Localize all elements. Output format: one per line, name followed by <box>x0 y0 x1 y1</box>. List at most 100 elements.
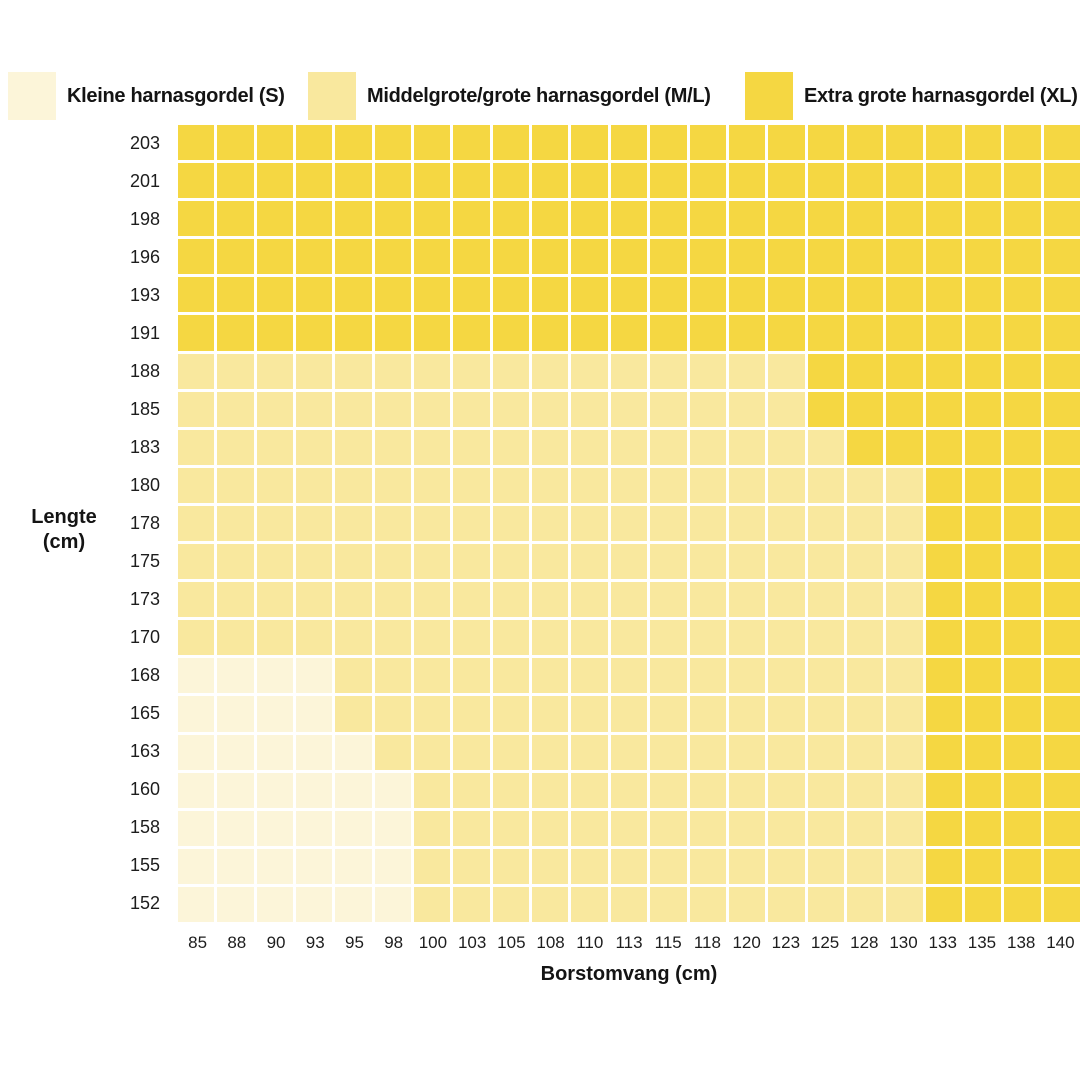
heatmap-cell <box>650 620 687 656</box>
heatmap-cell <box>217 277 254 313</box>
heatmap-cell <box>807 505 844 542</box>
heatmap-cell <box>492 658 530 694</box>
heatmap-cell <box>1004 734 1041 770</box>
heatmap-cell <box>728 544 766 580</box>
heatmap-cell <box>728 696 766 732</box>
heatmap-cell <box>335 658 372 694</box>
heatmap-cell <box>1043 886 1080 922</box>
heatmap-cell <box>532 848 569 884</box>
heatmap-cell <box>1043 315 1080 351</box>
heatmap-cell <box>532 353 569 389</box>
heatmap-cell <box>571 315 608 351</box>
heatmap-cell <box>217 658 254 694</box>
heatmap-cell <box>886 696 923 732</box>
heatmap-cell <box>178 201 215 237</box>
heatmap-cell <box>414 201 451 237</box>
heatmap-cell <box>846 163 884 199</box>
heatmap-cell <box>1004 505 1041 542</box>
y-tick-label: 178 <box>129 513 160 533</box>
heatmap-cell <box>492 125 530 161</box>
heatmap-cell <box>689 848 726 884</box>
heatmap-cell <box>335 201 372 237</box>
heatmap-cell <box>256 810 294 846</box>
heatmap-cell <box>689 277 726 313</box>
heatmap-cell <box>453 201 490 237</box>
heatmap-cell <box>571 620 608 656</box>
heatmap-cell <box>728 848 766 884</box>
y-tick-label: 180 <box>129 475 160 496</box>
heatmap-cell <box>689 391 726 427</box>
heatmap-cell <box>256 886 294 922</box>
heatmap-cell <box>335 886 372 922</box>
heatmap-cell <box>807 125 844 161</box>
heatmap-cell <box>1004 582 1041 618</box>
heatmap-cell <box>689 467 726 503</box>
heatmap-cell <box>178 353 215 389</box>
y-tick-label: 198 <box>129 209 160 230</box>
heatmap-cell <box>846 620 884 656</box>
heatmap-cell <box>886 429 923 465</box>
heatmap-cell <box>256 505 294 542</box>
heatmap-cell <box>1004 658 1041 694</box>
heatmap-cell <box>414 810 451 846</box>
heatmap-cell <box>178 772 215 808</box>
heatmap-cell <box>1043 734 1080 770</box>
y-tick-label: 201 <box>129 171 160 192</box>
heatmap-cell <box>217 772 254 808</box>
heatmap-cell <box>768 582 805 618</box>
heatmap-cell <box>768 277 805 313</box>
heatmap-cell <box>374 582 412 618</box>
heatmap-cell <box>964 620 1002 656</box>
heatmap-cell <box>728 772 766 808</box>
heatmap-cell <box>964 125 1002 161</box>
heatmap-cell <box>610 544 648 580</box>
heatmap-cell <box>964 315 1002 351</box>
heatmap-cell <box>925 772 962 808</box>
heatmap-cell <box>217 163 254 199</box>
heatmap-cell <box>217 125 254 161</box>
heatmap-cell <box>610 429 648 465</box>
heatmap-cell <box>453 353 490 389</box>
heatmap-cell <box>610 277 648 313</box>
heatmap-cell <box>728 239 766 275</box>
heatmap-cell <box>414 505 451 542</box>
heatmap-cell <box>374 810 412 846</box>
heatmap-cell <box>453 315 490 351</box>
heatmap-cell <box>768 505 805 542</box>
legend-label-medium-large: Middelgrote/grote harnasgordel (M/L) <box>367 84 711 107</box>
heatmap-cell <box>886 125 923 161</box>
heatmap-cell <box>610 772 648 808</box>
heatmap-cell <box>492 582 530 618</box>
heatmap-cell <box>532 544 569 580</box>
heatmap-cell <box>217 582 254 618</box>
heatmap-cell <box>728 201 766 237</box>
heatmap-cell <box>178 163 215 199</box>
x-tick-label: 95 <box>345 933 364 952</box>
heatmap-cell <box>453 658 490 694</box>
heatmap-cell <box>178 429 215 465</box>
heatmap-cell <box>768 848 805 884</box>
heatmap-cell <box>886 315 923 351</box>
heatmap-cell <box>571 391 608 427</box>
heatmap-cell <box>768 734 805 770</box>
y-tick-label: 185 <box>129 399 160 420</box>
heatmap-cell <box>453 277 490 313</box>
heatmap-cell <box>492 810 530 846</box>
heatmap-cell <box>492 848 530 884</box>
heatmap-cell <box>1004 886 1041 922</box>
heatmap-cell <box>256 696 294 732</box>
heatmap-cell <box>728 582 766 618</box>
heatmap-cell <box>807 239 844 275</box>
heatmap-cell <box>296 696 333 732</box>
heatmap-cell <box>453 391 490 427</box>
heatmap-cell <box>335 163 372 199</box>
heatmap-cell <box>532 505 569 542</box>
heatmap-cell <box>689 239 726 275</box>
y-tick-label: 170 <box>129 626 160 647</box>
heatmap-cell <box>1043 772 1080 808</box>
heatmap-cell <box>492 391 530 427</box>
heatmap-cell <box>807 315 844 351</box>
heatmap-cell <box>414 315 451 351</box>
heatmap-cell <box>374 125 412 161</box>
heatmap-cell <box>689 772 726 808</box>
